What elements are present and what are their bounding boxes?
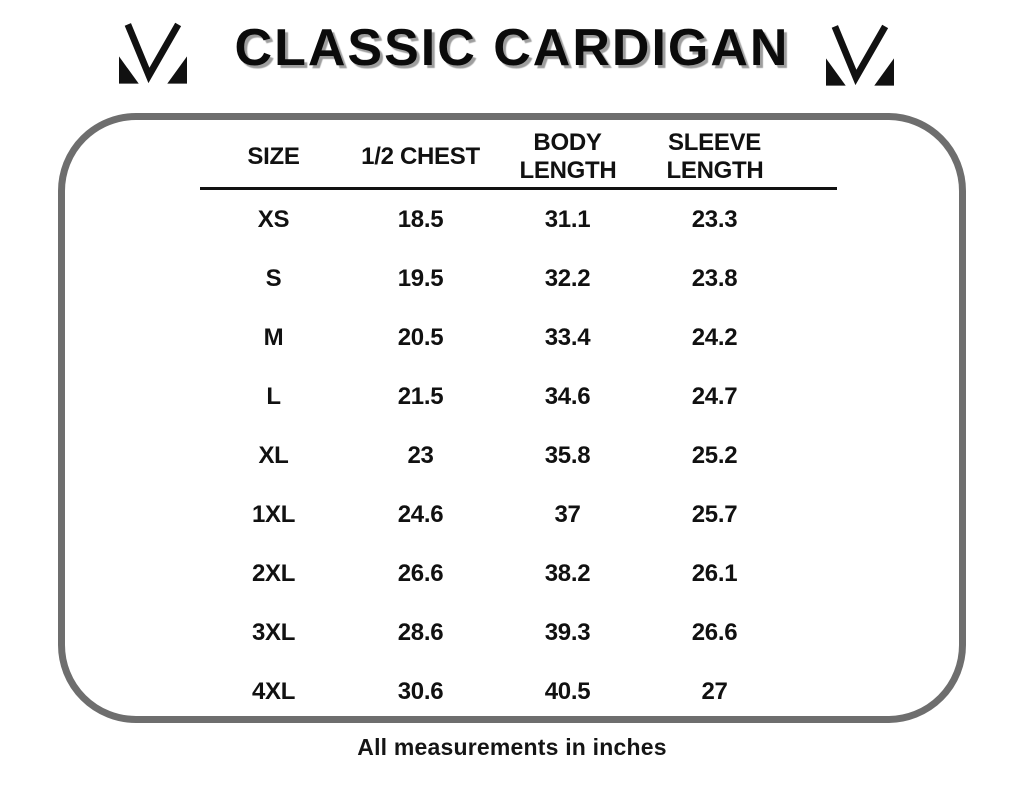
table-row: 1XL 24.6 37 25.7 xyxy=(200,485,788,544)
header-divider xyxy=(200,187,837,190)
cell-sleeve-length: 25.7 xyxy=(691,500,738,528)
cell-sleeve-length: 23.3 xyxy=(691,205,738,233)
table-row: 3XL 28.6 39.3 26.6 xyxy=(200,603,788,662)
table-row: 4XL 30.6 40.5 27 xyxy=(200,662,788,721)
cell-size: S xyxy=(265,264,282,292)
cell-half-chest: 19.5 xyxy=(397,264,444,292)
cell-body-length: 33.4 xyxy=(544,323,591,351)
cell-body-length: 32.2 xyxy=(544,264,591,292)
cell-size: 3XL xyxy=(251,618,296,646)
size-chart-panel: SIZE 1/2 CHEST BODY LENGTH SLEEVE LENGTH… xyxy=(58,113,966,723)
column-header-sleeve-length: SLEEVE LENGTH xyxy=(666,129,764,184)
cell-body-length: 39.3 xyxy=(544,618,591,646)
cell-body-length: 34.6 xyxy=(544,382,591,410)
cell-size: XS xyxy=(257,205,290,233)
cell-sleeve-length: 26.6 xyxy=(691,618,738,646)
brand-logo-right xyxy=(826,24,894,86)
cell-size: 4XL xyxy=(251,677,296,705)
m-monogram-icon xyxy=(826,24,894,86)
page-title: CLASSIC CARDIGAN xyxy=(234,19,790,77)
cell-body-length: 35.8 xyxy=(544,441,591,469)
cell-half-chest: 30.6 xyxy=(397,677,444,705)
cell-sleeve-length: 27 xyxy=(701,677,728,705)
cell-body-length: 40.5 xyxy=(544,677,591,705)
cell-size: M xyxy=(263,323,284,351)
column-header-body-length: BODY LENGTH xyxy=(519,129,617,184)
column-header-half-chest: 1/2 CHEST xyxy=(361,143,480,171)
measurements-note: All measurements in inches xyxy=(357,734,667,760)
brand-logo-left xyxy=(119,22,187,84)
table-header-row: SIZE 1/2 CHEST BODY LENGTH SLEEVE LENGTH xyxy=(200,128,788,186)
cell-half-chest: 20.5 xyxy=(397,323,444,351)
cell-half-chest: 28.6 xyxy=(397,618,444,646)
cell-size: 1XL xyxy=(251,500,296,528)
table-row: XL 23 35.8 25.2 xyxy=(200,426,788,485)
table-row: L 21.5 34.6 24.7 xyxy=(200,367,788,426)
cell-size: L xyxy=(266,382,281,410)
column-header-size: SIZE xyxy=(247,143,300,171)
cell-half-chest: 21.5 xyxy=(397,382,444,410)
table-body: XS 18.5 31.1 23.3 S 19.5 32.2 23.8 M 20.… xyxy=(200,190,788,721)
cell-half-chest: 24.6 xyxy=(397,500,444,528)
cell-sleeve-length: 24.7 xyxy=(691,382,738,410)
m-monogram-icon xyxy=(119,22,187,84)
table-row: S 19.5 32.2 23.8 xyxy=(200,249,788,308)
cell-half-chest: 23 xyxy=(407,441,434,469)
table-row: 2XL 26.6 38.2 26.1 xyxy=(200,544,788,603)
cell-body-length: 31.1 xyxy=(544,205,591,233)
cell-body-length: 37 xyxy=(554,500,581,528)
cell-size: XL xyxy=(258,441,289,469)
cell-sleeve-length: 25.2 xyxy=(691,441,738,469)
cell-sleeve-length: 23.8 xyxy=(691,264,738,292)
cell-sleeve-length: 24.2 xyxy=(691,323,738,351)
cell-sleeve-length: 26.1 xyxy=(691,559,738,587)
cell-half-chest: 26.6 xyxy=(397,559,444,587)
cell-size: 2XL xyxy=(251,559,296,587)
cell-body-length: 38.2 xyxy=(544,559,591,587)
table-row: XS 18.5 31.1 23.3 xyxy=(200,190,788,249)
cell-half-chest: 18.5 xyxy=(397,205,444,233)
table-row: M 20.5 33.4 24.2 xyxy=(200,308,788,367)
